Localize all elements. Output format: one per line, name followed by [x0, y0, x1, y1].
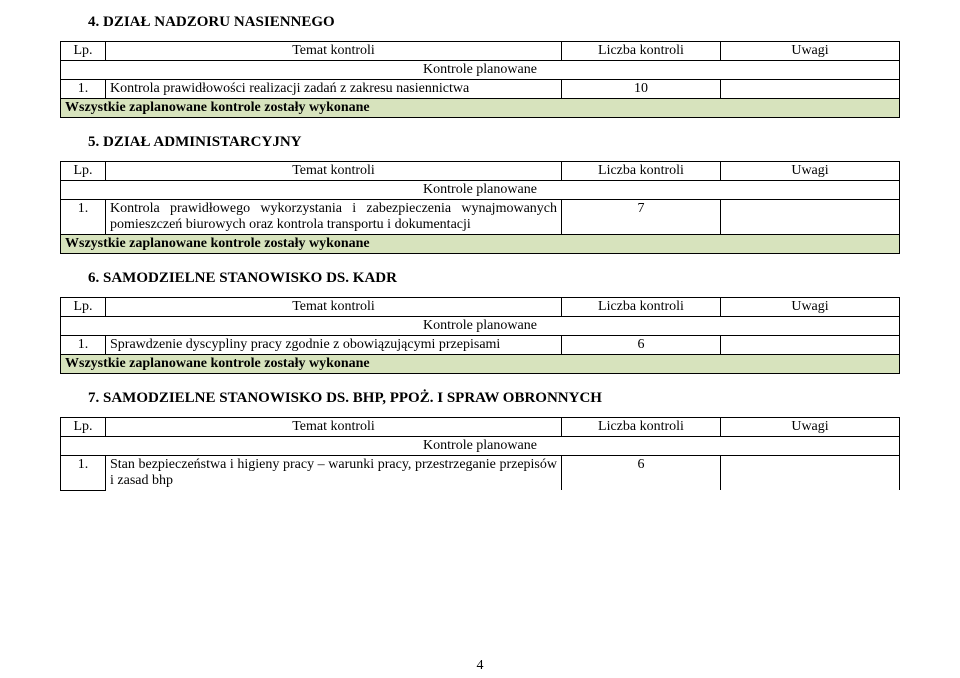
col-uwagi-header: Uwagi	[721, 298, 900, 317]
section-5-table: Lp. Temat kontroli Liczba kontroli Uwagi…	[60, 161, 900, 254]
table-row: 1. Stan bezpieczeństwa i higieny pracy –…	[61, 456, 900, 491]
planowane-row: Kontrole planowane	[61, 437, 900, 456]
table-header-row: Lp. Temat kontroli Liczba kontroli Uwagi	[61, 42, 900, 61]
col-liczba-header: Liczba kontroli	[562, 418, 721, 437]
col-liczba-header: Liczba kontroli	[562, 298, 721, 317]
table-row: 1. Sprawdzenie dyscypliny pracy zgodnie …	[61, 336, 900, 355]
cell-liczba: 6	[562, 456, 721, 491]
footer-cell: Wszystkie zaplanowane kontrole zostały w…	[61, 99, 900, 118]
cell-uwagi	[721, 336, 900, 355]
planowane-cell: Kontrole planowane	[61, 61, 900, 80]
section-7-table: Lp. Temat kontroli Liczba kontroli Uwagi…	[60, 417, 900, 491]
cell-lp: 1.	[61, 456, 106, 491]
table-header-row: Lp. Temat kontroli Liczba kontroli Uwagi	[61, 162, 900, 181]
footer-cell: Wszystkie zaplanowane kontrole zostały w…	[61, 235, 900, 254]
section-6-heading: 6. SAMODZIELNE STANOWISKO DS. KADR	[88, 270, 900, 287]
col-temat-header: Temat kontroli	[106, 298, 562, 317]
cell-lp: 1.	[61, 336, 106, 355]
cell-lp: 1.	[61, 200, 106, 235]
cell-liczba: 10	[562, 80, 721, 99]
cell-uwagi	[721, 200, 900, 235]
cell-temat: Sprawdzenie dyscypliny pracy zgodnie z o…	[106, 336, 562, 355]
col-temat-header: Temat kontroli	[106, 42, 562, 61]
col-uwagi-header: Uwagi	[721, 162, 900, 181]
planowane-cell: Kontrole planowane	[61, 317, 900, 336]
planowane-cell: Kontrole planowane	[61, 181, 900, 200]
col-lp-header: Lp.	[61, 298, 106, 317]
footer-row: Wszystkie zaplanowane kontrole zostały w…	[61, 99, 900, 118]
col-liczba-header: Liczba kontroli	[562, 162, 721, 181]
cell-lp: 1.	[61, 80, 106, 99]
section-4-table: Lp. Temat kontroli Liczba kontroli Uwagi…	[60, 41, 900, 118]
planowane-row: Kontrole planowane	[61, 181, 900, 200]
col-lp-header: Lp.	[61, 42, 106, 61]
cell-temat: Kontrola prawidłowego wykorzystania i za…	[106, 200, 562, 235]
planowane-row: Kontrole planowane	[61, 317, 900, 336]
table-header-row: Lp. Temat kontroli Liczba kontroli Uwagi	[61, 298, 900, 317]
cell-uwagi	[721, 80, 900, 99]
table-row: 1. Kontrola prawidłowego wykorzystania i…	[61, 200, 900, 235]
section-6-table: Lp. Temat kontroli Liczba kontroli Uwagi…	[60, 297, 900, 374]
footer-cell: Wszystkie zaplanowane kontrole zostały w…	[61, 355, 900, 374]
cell-liczba: 7	[562, 200, 721, 235]
page-number: 4	[0, 658, 960, 674]
col-temat-header: Temat kontroli	[106, 162, 562, 181]
col-temat-header: Temat kontroli	[106, 418, 562, 437]
footer-row: Wszystkie zaplanowane kontrole zostały w…	[61, 235, 900, 254]
cell-liczba: 6	[562, 336, 721, 355]
col-lp-header: Lp.	[61, 418, 106, 437]
col-uwagi-header: Uwagi	[721, 42, 900, 61]
planowane-row: Kontrole planowane	[61, 61, 900, 80]
planowane-cell: Kontrole planowane	[61, 437, 900, 456]
col-liczba-header: Liczba kontroli	[562, 42, 721, 61]
cell-temat: Stan bezpieczeństwa i higieny pracy – wa…	[106, 456, 562, 491]
section-7-heading: 7. SAMODZIELNE STANOWISKO DS. BHP, PPOŻ.…	[88, 390, 900, 407]
table-header-row: Lp. Temat kontroli Liczba kontroli Uwagi	[61, 418, 900, 437]
section-5-heading: 5. DZIAŁ ADMINISTARCYJNY	[88, 134, 900, 151]
footer-row: Wszystkie zaplanowane kontrole zostały w…	[61, 355, 900, 374]
table-row: 1. Kontrola prawidłowości realizacji zad…	[61, 80, 900, 99]
cell-temat: Kontrola prawidłowości realizacji zadań …	[106, 80, 562, 99]
section-4-heading: 4. DZIAŁ NADZORU NASIENNEGO	[88, 14, 900, 31]
col-lp-header: Lp.	[61, 162, 106, 181]
page: 4. DZIAŁ NADZORU NASIENNEGO Lp. Temat ko…	[0, 0, 960, 678]
cell-uwagi	[721, 456, 900, 491]
col-uwagi-header: Uwagi	[721, 418, 900, 437]
